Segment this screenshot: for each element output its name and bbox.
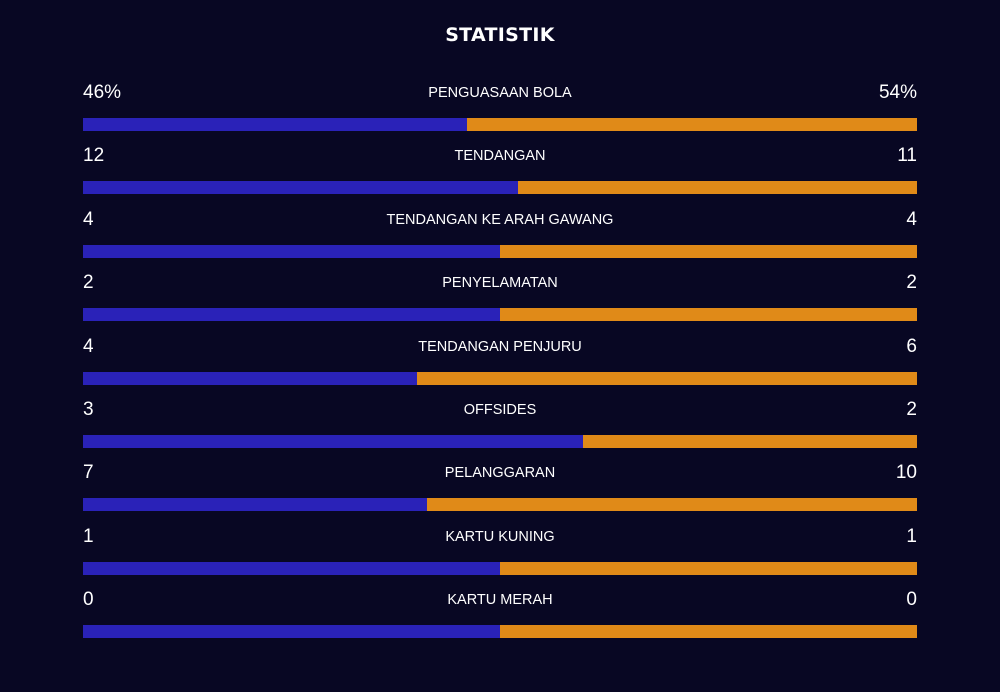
page-title: STATISTIK <box>445 24 555 46</box>
stat-row: 2 PENYELAMATAN 2 <box>83 270 917 333</box>
stat-label: PENGUASAAN BOLA <box>428 85 572 101</box>
stat-label: PELANGGARAN <box>444 465 556 482</box>
away-value: 10 <box>895 462 917 484</box>
stat-row: 46% PENGUASAAN BOLA 54% <box>83 80 917 143</box>
away-bar-segment <box>500 244 917 258</box>
home-bar-segment <box>83 181 519 195</box>
away-value: 11 <box>897 145 917 167</box>
stat-row-header: 4 TENDANGAN KE ARAH GAWANG 4 <box>83 207 917 233</box>
home-bar-segment <box>83 498 427 512</box>
stat-row: 7 PELANGGARAN 10 <box>83 460 917 523</box>
stat-row-header: 2 PENYELAMATAN 2 <box>83 270 917 296</box>
stat-bar <box>83 625 917 639</box>
stat-row: 1 KARTU KUNING 1 <box>83 524 917 587</box>
stat-bar <box>83 244 917 258</box>
stat-bar <box>83 561 917 575</box>
away-value: 1 <box>906 525 917 547</box>
away-bar-segment <box>500 625 917 639</box>
stat-row: 0 KARTU MERAH 0 <box>83 587 917 650</box>
away-bar-segment <box>426 498 917 512</box>
stat-row-header: 7 PELANGGARAN 10 <box>83 460 917 486</box>
stat-bar <box>83 371 917 385</box>
stat-row-header: 0 KARTU MERAH 0 <box>83 587 917 613</box>
home-bar-segment <box>83 308 500 322</box>
stat-bar <box>83 181 917 195</box>
stat-bar <box>83 434 917 448</box>
home-value: 4 <box>83 335 94 357</box>
home-bar-segment <box>83 371 417 385</box>
stat-label: PENYELAMATAN <box>442 275 558 292</box>
away-value: 0 <box>906 589 917 611</box>
away-value: 2 <box>906 272 917 294</box>
stat-label: TENDANGAN KE ARAH GAWANG <box>386 211 614 228</box>
away-bar-segment <box>416 371 917 385</box>
stat-label: KARTU MERAH <box>447 592 553 609</box>
stat-bar <box>83 308 917 322</box>
stat-row-header: 1 KARTU KUNING 1 <box>83 524 917 550</box>
stat-label: OFFSIDES <box>463 401 537 418</box>
home-value: 7 <box>83 462 94 484</box>
away-bar-segment <box>583 434 917 448</box>
home-value: 2 <box>83 272 94 294</box>
away-bar-segment <box>500 561 917 575</box>
stat-label: KARTU KUNING <box>445 528 555 545</box>
home-bar-segment <box>83 561 500 575</box>
stat-label: TENDANGAN PENJURU <box>418 338 582 355</box>
stat-label: TENDANGAN <box>454 148 546 165</box>
stat-bar <box>83 118 917 131</box>
stat-row: 3 OFFSIDES 2 <box>83 397 917 460</box>
stat-row-header: 46% PENGUASAAN BOLA 54% <box>83 80 917 106</box>
stat-row: 4 TENDANGAN KE ARAH GAWANG 4 <box>83 207 917 270</box>
away-bar-segment <box>518 181 917 195</box>
home-value: 3 <box>83 398 94 420</box>
home-bar-segment <box>83 434 584 448</box>
stat-row-header: 12 TENDANGAN 11 <box>83 143 917 169</box>
home-bar-segment <box>83 118 467 131</box>
home-value: 4 <box>83 208 94 230</box>
stat-row: 12 TENDANGAN 11 <box>83 143 917 206</box>
home-bar-segment <box>83 625 500 639</box>
home-value: 1 <box>83 525 94 547</box>
away-value: 6 <box>906 335 917 357</box>
away-value: 4 <box>906 208 917 230</box>
away-value: 2 <box>906 398 917 420</box>
away-bar-segment <box>500 308 917 322</box>
home-bar-segment <box>83 244 500 258</box>
stats-list: 46% PENGUASAAN BOLA 54% 12 TENDANGAN 11 4 TENDA… <box>83 80 917 651</box>
stat-bar <box>83 498 917 512</box>
stat-row-header: 3 OFFSIDES 2 <box>83 397 917 423</box>
away-bar-segment <box>466 118 917 131</box>
stat-row-header: 4 TENDANGAN PENJURU 6 <box>83 334 917 360</box>
away-value: 54% <box>878 82 917 103</box>
home-value: 12 <box>83 145 105 167</box>
home-value: 46% <box>83 82 122 103</box>
home-value: 0 <box>83 589 94 611</box>
stat-row: 4 TENDANGAN PENJURU 6 <box>83 334 917 397</box>
